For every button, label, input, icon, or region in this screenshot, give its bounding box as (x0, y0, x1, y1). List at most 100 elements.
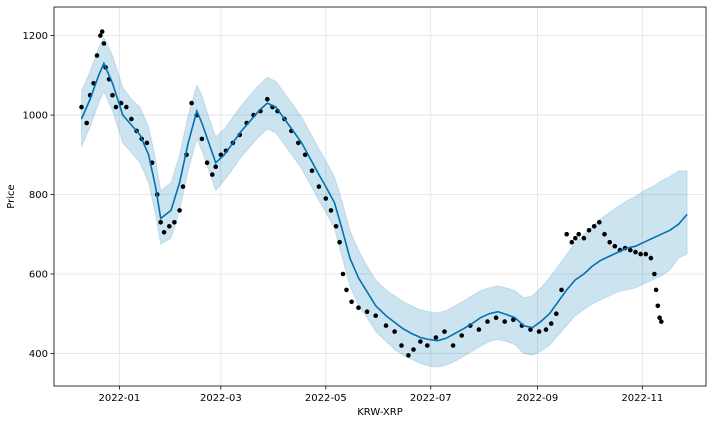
actual-point (628, 247, 633, 253)
actual-point (418, 339, 423, 344)
actual-point (638, 251, 643, 257)
actual-point (569, 239, 575, 245)
actual-point (633, 249, 638, 255)
actual-point (392, 329, 397, 334)
actual-point (177, 208, 182, 213)
actual-point (129, 116, 134, 122)
x-tick-label: 2022-05 (305, 393, 347, 404)
y-tick-label: 1000 (23, 111, 48, 122)
actual-point (597, 220, 602, 225)
actual-point (309, 168, 315, 173)
actual-point (607, 239, 612, 245)
y-tick-label: 800 (29, 190, 48, 201)
actual-point (548, 321, 554, 326)
actual-point (79, 104, 84, 110)
forecast-line (80, 61, 688, 342)
actual-point (485, 319, 490, 324)
grid (54, 7, 706, 386)
actual-point (333, 224, 339, 229)
actual-point (659, 319, 664, 324)
actual-point (180, 184, 186, 189)
actual-point (493, 315, 499, 321)
actual-point (364, 309, 370, 315)
actual-point (528, 327, 533, 332)
actual-point (576, 231, 581, 237)
actual-point (399, 343, 404, 348)
actual-point (586, 228, 592, 233)
actual-point (349, 299, 354, 305)
actual-point (344, 287, 349, 293)
actual-point (158, 220, 163, 225)
actual-point (356, 305, 361, 311)
actual-point (502, 319, 508, 324)
actual-point (99, 29, 105, 34)
uncertainty-band (81, 36, 688, 368)
actual-point (84, 120, 89, 126)
actual-point (657, 315, 662, 321)
actual-point (573, 235, 578, 241)
actual-point (189, 100, 194, 106)
actual-point (213, 164, 218, 169)
actual-point (559, 287, 564, 293)
actual-point (204, 160, 210, 165)
actual-point (113, 104, 119, 110)
actual-point (406, 353, 411, 358)
actual-point (648, 255, 654, 261)
actual-point (653, 287, 659, 293)
actual-point (101, 41, 107, 46)
actual-point (337, 239, 342, 245)
x-axis-ticks: 2022-01 2022-03 2022-05 2022-07 2022-09 2022-… (98, 386, 663, 404)
x-axis-label: KRW-XRP (357, 407, 403, 418)
y-tick-label: 400 (29, 349, 48, 360)
x-tick-label: 2022-07 (410, 393, 452, 404)
y-tick-label: 1200 (23, 31, 48, 42)
y-axis-label: Price (6, 184, 17, 208)
y-tick-label: 600 (29, 269, 48, 280)
actual-point (161, 230, 167, 235)
actual-point (543, 327, 549, 332)
actual-point (124, 104, 129, 110)
actual-point (433, 335, 439, 340)
actual-point (296, 140, 301, 146)
actual-point (199, 136, 205, 142)
actual-point (612, 243, 618, 249)
actual-point (581, 235, 587, 241)
actual-point (328, 208, 334, 213)
actual-point (564, 231, 569, 237)
actual-point (323, 196, 329, 201)
actual-point (591, 224, 597, 229)
actual-point (425, 343, 430, 348)
actual-point (94, 53, 100, 58)
actual-point (316, 184, 322, 189)
actual-point (655, 303, 661, 309)
actual-point (554, 311, 559, 317)
actual-point (210, 172, 215, 177)
actual-point (602, 231, 607, 237)
plot-frame (53, 6, 707, 387)
actual-points-layer (79, 29, 664, 358)
actual-point (340, 271, 346, 277)
actual-point (411, 347, 416, 352)
actual-point (442, 329, 447, 334)
actual-point (536, 329, 542, 334)
forecast-line-layer (80, 61, 688, 342)
actual-point (643, 251, 649, 257)
actual-point (110, 92, 115, 98)
actual-point (172, 220, 177, 225)
actual-point (373, 313, 379, 319)
actual-point (383, 323, 389, 328)
actual-point (652, 271, 657, 277)
uncertainty-band-layer (81, 36, 688, 368)
actual-point (144, 140, 150, 146)
actual-point (450, 343, 456, 348)
actual-point (167, 224, 172, 229)
actual-point (98, 33, 103, 38)
x-tick-label: 2022-01 (98, 393, 140, 404)
x-tick-label: 2022-03 (200, 393, 242, 404)
actual-point (302, 152, 308, 158)
actual-point (459, 333, 465, 338)
actual-point (265, 96, 270, 102)
actual-point (476, 327, 482, 332)
